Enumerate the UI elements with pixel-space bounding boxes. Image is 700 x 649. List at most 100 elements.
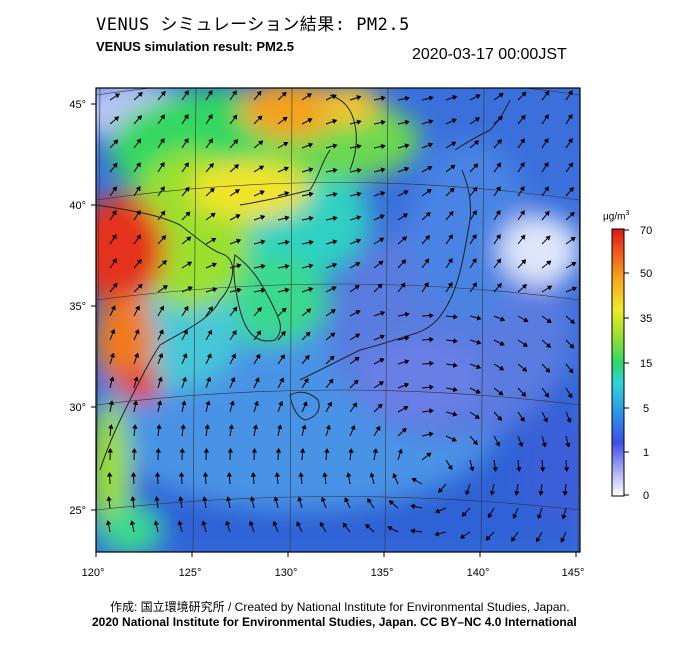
wind-arrowhead [380, 95, 386, 101]
lon-label: 140° [467, 567, 490, 579]
wind-arrowhead [235, 214, 241, 219]
wind-arrowhead [133, 376, 139, 382]
wind-arrowhead [308, 215, 314, 222]
credit-line: 作成: 国立環境研究所 / Created by National Instit… [110, 600, 570, 614]
wind-arrowhead [429, 336, 434, 343]
wind-arrowhead [330, 309, 336, 315]
wind-arrowhead [202, 472, 209, 477]
lat-label: 40° [69, 200, 86, 212]
wind-arrowhead [404, 166, 410, 172]
wind-arrowhead [452, 411, 458, 417]
wind-arrowhead [474, 414, 480, 419]
wind-arrowhead [569, 318, 575, 324]
wind-arrowhead [451, 141, 457, 147]
wind-arrowhead [331, 94, 337, 100]
wind-arrowhead [281, 307, 287, 313]
wind-arrowhead [410, 528, 415, 534]
wind-arrowhead [356, 95, 362, 101]
wind-arrowhead [465, 490, 471, 496]
wind-arrowhead [497, 139, 502, 145]
wind-arrowhead [225, 496, 232, 502]
wind-arrowhead [105, 520, 112, 526]
wind-arrowhead [377, 283, 383, 289]
wind-arrowhead [438, 487, 444, 494]
wind-arrowhead [322, 472, 328, 477]
wind-arrowhead [496, 162, 502, 168]
wind-arrowhead [356, 119, 362, 125]
wind-arrowhead [109, 352, 115, 358]
wind-arrowhead [544, 186, 549, 192]
wind-arrowhead [512, 513, 518, 519]
wind-arrowhead [342, 522, 348, 528]
unit-superscript: 3 [625, 210, 630, 217]
wind-arrowhead [181, 376, 187, 382]
wind-arrowhead [256, 330, 262, 336]
wind-arrowhead [545, 235, 551, 241]
wind-arrowhead [111, 210, 117, 216]
wind-arrowhead [429, 384, 434, 390]
wind-arrowhead [404, 382, 410, 388]
wind-arrowhead [204, 424, 210, 430]
wind-arrowhead [565, 442, 571, 448]
colorbar-tick: 70 [640, 225, 652, 237]
wind-arrowhead [401, 427, 407, 433]
wind-arrowhead [136, 234, 142, 240]
wind-arrowhead [404, 119, 410, 125]
wind-arrowhead [401, 259, 407, 265]
wind-arrowhead [569, 343, 575, 349]
wind-arrowhead [451, 118, 457, 124]
wind-arrowhead [202, 496, 208, 502]
wind-arrowhead [306, 93, 312, 99]
wind-arrowhead [226, 472, 233, 477]
wind-arrowhead [356, 143, 362, 150]
wind-arrowhead [229, 400, 235, 406]
wind-arrowhead [319, 521, 325, 527]
wind-arrowhead [424, 258, 430, 264]
wind-arrowhead [475, 94, 481, 100]
wind-arrowhead [328, 378, 334, 384]
wind-arrowhead [568, 368, 574, 374]
wind-arrowhead [492, 466, 498, 472]
wind-arrowhead [159, 137, 165, 144]
wind-arrowhead [541, 442, 547, 448]
wind-arrowhead [186, 236, 192, 242]
wind-arrowhead [401, 236, 408, 242]
wind-arrowhead [568, 186, 574, 193]
colorbar-tick: 1 [643, 447, 649, 459]
wind-arrowhead [208, 138, 214, 144]
wind-arrowhead [353, 379, 359, 385]
wind-arrowhead [233, 164, 240, 170]
wind-arrowhead [519, 161, 525, 168]
colorbar-labels: 70 50 35 15 5 1 0 [640, 225, 652, 502]
wind-arrowhead [332, 118, 338, 124]
wind-arrowhead [129, 520, 136, 526]
wind-arrowhead [304, 354, 310, 360]
wind-arrowhead [546, 318, 552, 324]
wind-arrowhead [354, 285, 360, 290]
wind-arrowhead [210, 212, 216, 218]
wind-arrowhead [136, 258, 142, 265]
colorbar-scale [611, 228, 625, 497]
wind-arrowhead [156, 424, 162, 429]
wind-arrowhead [380, 119, 386, 126]
wind-arrowhead [161, 235, 167, 241]
wind-arrowhead [520, 138, 525, 144]
longitude-labels: 120° 125° 130° 135° 140° 145° [82, 567, 585, 579]
wind-arrowhead [158, 352, 164, 358]
wind-arrowhead [562, 491, 568, 496]
wind-arrowhead [545, 342, 552, 348]
wind-arrowhead [308, 142, 314, 148]
wind-arrowhead [154, 496, 160, 501]
wind-arrowhead [132, 400, 139, 406]
wind-arrowhead [299, 448, 306, 453]
wind-arrowhead [162, 285, 168, 291]
wind-arrowhead [157, 376, 163, 382]
wind-arrowhead [130, 496, 136, 501]
wind-arrowhead [130, 472, 137, 477]
wind-arrowhead [498, 390, 504, 396]
wind-arrowhead [451, 436, 457, 442]
wind-arrowhead [250, 472, 257, 477]
wind-arrowhead [207, 89, 213, 96]
wind-arrowhead [113, 139, 119, 145]
wind-arrowhead [355, 333, 361, 339]
